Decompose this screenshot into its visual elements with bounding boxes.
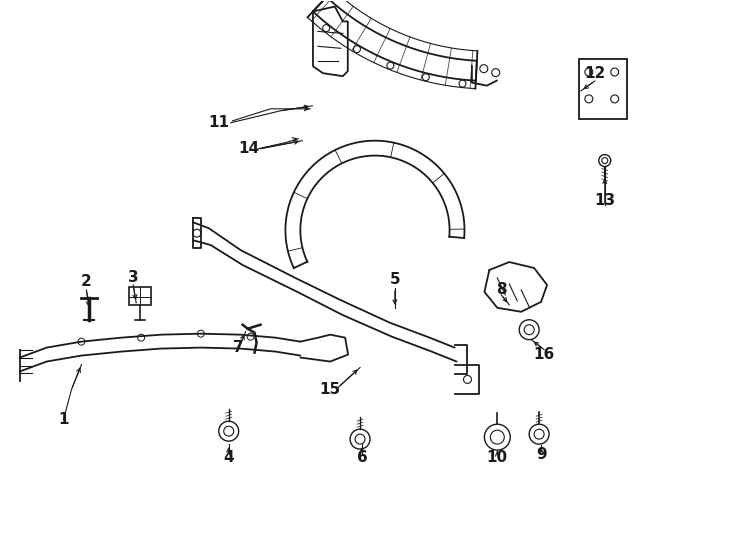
Bar [579, 59, 627, 119]
Text: 4: 4 [223, 449, 234, 464]
Text: 10: 10 [487, 449, 508, 464]
Text: 1: 1 [58, 411, 69, 427]
Text: 15: 15 [319, 382, 341, 397]
Text: 12: 12 [584, 65, 606, 80]
Text: 3: 3 [128, 271, 139, 286]
Text: 14: 14 [238, 141, 259, 156]
Text: 2: 2 [81, 274, 92, 289]
Text: 16: 16 [534, 347, 555, 362]
Text: 9: 9 [536, 447, 546, 462]
Text: 8: 8 [496, 282, 506, 298]
Text: 13: 13 [595, 193, 615, 208]
Text: 6: 6 [357, 449, 368, 464]
Bar [129, 287, 151, 305]
Text: 7: 7 [233, 340, 244, 355]
Text: 11: 11 [208, 115, 229, 130]
Text: 5: 5 [390, 273, 400, 287]
